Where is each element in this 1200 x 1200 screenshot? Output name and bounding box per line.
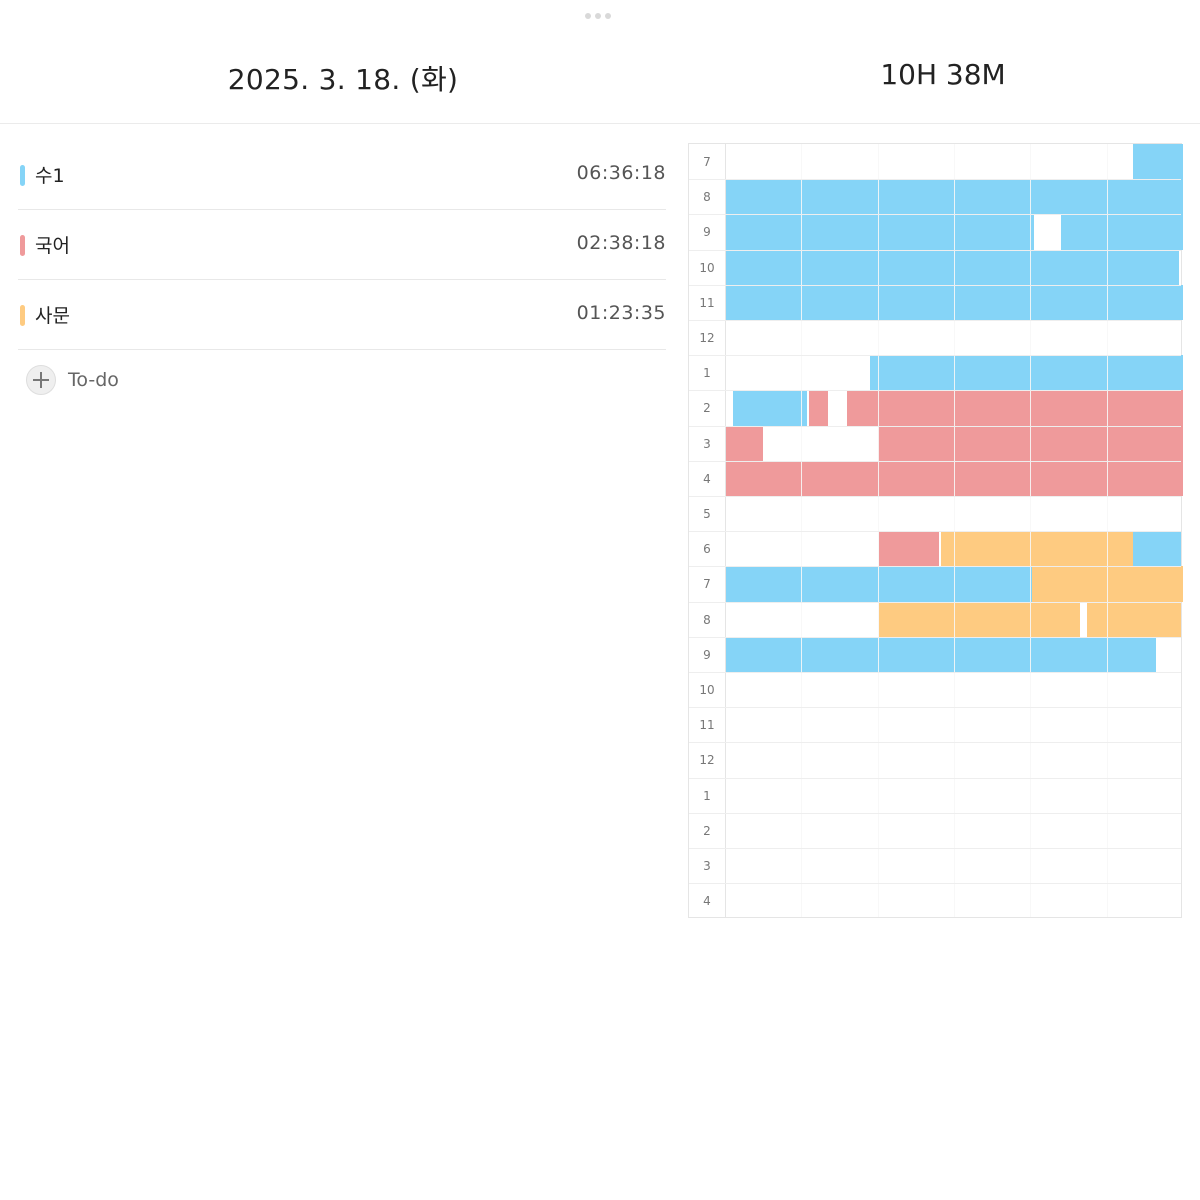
time-block	[725, 214, 1034, 250]
subject-color-bar	[20, 165, 25, 186]
grid-column-line	[1030, 144, 1032, 917]
grid-row-line	[689, 812, 1181, 814]
hour-label: 3	[703, 859, 711, 873]
hour-label: 10	[699, 683, 715, 697]
grid-row-line	[689, 531, 1181, 533]
hour-label: 10	[699, 260, 715, 275]
grid-column-line	[877, 144, 879, 917]
grid-row-line	[689, 672, 1181, 673]
hour-label: 8	[703, 612, 711, 627]
hour-label: 7	[703, 155, 711, 169]
hour-label: 12	[699, 753, 715, 768]
hour-label: 3	[703, 436, 711, 451]
todo-label: To-do	[68, 369, 119, 391]
grid-row-line	[689, 601, 1181, 603]
hour-label: 1	[703, 366, 711, 381]
grid-row-line	[689, 707, 1181, 709]
grid-row-line	[689, 214, 1181, 216]
hour-label: 9	[703, 647, 711, 662]
grid-row-line	[689, 179, 1181, 181]
subject-time: 06:36:18	[576, 162, 666, 184]
grid-column-line	[1030, 144, 1032, 917]
header: 2025. 3. 18. (화) 10H 38M	[0, 0, 1200, 124]
grid-row-line	[689, 390, 1181, 392]
time-block	[725, 249, 1179, 285]
grid-row-line	[689, 249, 1181, 251]
hour-label: 1	[703, 788, 711, 803]
grid-column-line	[877, 144, 879, 917]
hour-label: 7	[703, 577, 711, 592]
time-block	[1133, 144, 1183, 180]
time-block	[879, 601, 1080, 637]
date-title[interactable]: 2025. 3. 18. (화)	[227, 63, 459, 96]
subject-item-korean[interactable]: 국어 02:38:18	[18, 211, 666, 280]
grid-row-line	[689, 777, 1181, 779]
hour-label: 6	[703, 542, 711, 557]
time-block	[1087, 601, 1182, 637]
time-block	[725, 425, 764, 461]
time-block	[808, 390, 828, 426]
time-block	[725, 636, 1157, 672]
grid-row-line	[689, 460, 1181, 462]
hour-label: 2	[703, 823, 711, 838]
time-block	[869, 355, 1183, 391]
subject-name: 수1	[35, 165, 65, 187]
grid-row-line	[689, 636, 1181, 638]
grid-row-line	[689, 883, 1181, 885]
subject-item-social-studies[interactable]: 사문 01:23:35	[18, 281, 666, 350]
subject-time: 01:23:35	[576, 302, 666, 324]
subject-name: 사문	[35, 305, 70, 327]
time-block	[1060, 214, 1183, 250]
subject-color-bar	[20, 235, 25, 256]
grid-row-line	[689, 284, 1181, 286]
subject-list: 수1 06:36:18 국어 02:38:18 사문 01:23:35	[18, 141, 666, 351]
hour-label: 4	[703, 894, 711, 909]
subject-time: 02:38:18	[576, 232, 666, 254]
grid-column-line	[1106, 144, 1108, 917]
time-block	[847, 390, 1183, 426]
hour-label: 4	[703, 471, 711, 486]
grid-column-line	[1106, 144, 1108, 917]
subject-item-math1[interactable]: 수1 06:36:18	[18, 141, 666, 210]
hour-label: 11	[699, 718, 715, 733]
grid-column-line	[953, 144, 955, 917]
hour-label: 11	[699, 295, 715, 310]
time-block	[940, 531, 1134, 567]
grid-row-line	[689, 496, 1181, 497]
subject-color-bar	[20, 305, 25, 326]
grid-row-line	[689, 848, 1181, 849]
grid-row-line	[689, 425, 1181, 427]
time-block	[1133, 531, 1181, 567]
grid-row-line	[689, 355, 1181, 357]
total-study-time: 10H 38M	[880, 58, 1006, 91]
time-block	[879, 531, 939, 567]
hour-label: 12	[699, 331, 715, 345]
add-todo-button[interactable]: To-do	[26, 365, 119, 395]
hour-label: 2	[703, 401, 711, 416]
grid-column-line	[953, 144, 955, 917]
grid-row-line	[689, 566, 1181, 568]
plus-icon	[26, 365, 56, 395]
hour-label: 9	[703, 225, 711, 240]
grid-row-line	[689, 742, 1181, 744]
timetable-grid: 7 8 9 10 11 12 1 2 3 4 5 6 7 8 9 10 11 12 1 2 3 4	[688, 143, 1183, 918]
hour-label: 8	[703, 190, 711, 205]
grid-row-line	[689, 320, 1181, 321]
time-block	[732, 390, 808, 426]
subject-name: 국어	[35, 235, 70, 257]
grid-column-line	[801, 144, 803, 917]
hour-label: 5	[703, 507, 711, 521]
grid-column-line	[725, 144, 726, 917]
more-options-icon[interactable]	[585, 13, 611, 19]
grid-column-line	[801, 144, 803, 917]
